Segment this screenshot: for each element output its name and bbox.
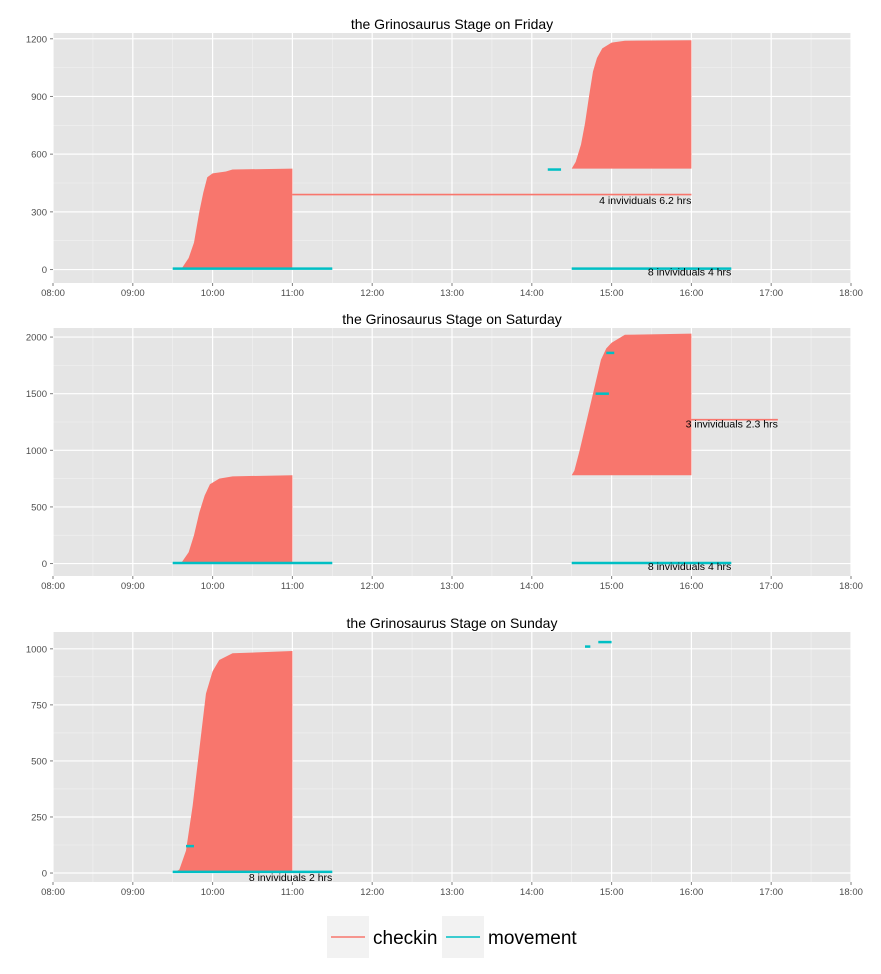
panel-0: the Grinosaurus Stage on Friday 08:00 09:0…: [26, 16, 863, 299]
x-tick-label: 15:00: [600, 288, 624, 299]
x-tick-label: 10:00: [201, 887, 225, 898]
annotation-label: 3 invividuals 2.3 hrs: [686, 419, 778, 431]
x-tick-label: 18:00: [839, 581, 863, 592]
x-tick-label: 12:00: [360, 288, 384, 299]
x-tick-label: 10:00: [201, 288, 225, 299]
y-tick-label: 2000: [26, 333, 47, 344]
panel-2: the Grinosaurus Stage on Sunday 08:00 09:0…: [26, 615, 863, 898]
y-tick-label: 0: [42, 559, 47, 570]
x-tick-label: 17:00: [759, 887, 783, 898]
checkin-area: [172, 168, 293, 270]
checkin-area: [172, 651, 293, 874]
annotation-label: 8 invividuals 4 hrs: [648, 561, 731, 573]
y-tick-label: 250: [31, 812, 47, 823]
y-tick-label: 0: [42, 869, 47, 880]
x-tick-label: 11:00: [281, 887, 304, 898]
x-tick-label: 17:00: [759, 581, 783, 592]
x-tick-label: 15:00: [600, 887, 624, 898]
x-tick-label: 18:00: [839, 288, 863, 299]
checkin-area: [172, 475, 293, 564]
annotation-label: 4 invividuals 6.2 hrs: [599, 195, 691, 207]
x-tick-label: 13:00: [440, 288, 464, 299]
legend-label-movement: movement: [488, 928, 577, 949]
x-tick-label: 10:00: [201, 581, 225, 592]
x-tick-label: 08:00: [41, 288, 65, 299]
x-tick-label: 11:00: [281, 581, 304, 592]
y-tick-label: 1200: [26, 34, 47, 45]
x-tick-label: 18:00: [839, 887, 863, 898]
annotation-label: 8 invividuals 2 hrs: [249, 872, 332, 884]
y-tick-label: 1000: [26, 644, 47, 655]
x-tick-label: 14:00: [520, 887, 544, 898]
x-tick-label: 09:00: [121, 288, 145, 299]
x-tick-label: 14:00: [520, 288, 544, 299]
chart-title: the Grinosaurus Stage on Saturday: [342, 311, 561, 327]
y-tick-label: 750: [31, 700, 47, 711]
y-tick-label: 500: [31, 756, 47, 767]
x-tick-label: 16:00: [680, 887, 704, 898]
x-tick-label: 09:00: [121, 887, 145, 898]
chart-title: the Grinosaurus Stage on Friday: [351, 16, 553, 32]
x-tick-label: 12:00: [360, 581, 384, 592]
x-tick-label: 11:00: [281, 288, 304, 299]
chart-title: the Grinosaurus Stage on Sunday: [347, 615, 558, 631]
x-tick-label: 16:00: [680, 288, 704, 299]
x-tick-label: 09:00: [121, 581, 145, 592]
checkin-area: [571, 40, 692, 169]
y-tick-label: 1500: [26, 389, 47, 400]
y-tick-label: 600: [31, 150, 47, 161]
x-tick-label: 16:00: [680, 581, 704, 592]
y-tick-label: 300: [31, 207, 47, 218]
x-tick-label: 17:00: [759, 288, 783, 299]
x-tick-label: 15:00: [600, 581, 624, 592]
x-tick-label: 12:00: [360, 887, 384, 898]
x-tick-label: 13:00: [440, 581, 464, 592]
x-tick-label: 08:00: [41, 887, 65, 898]
y-tick-label: 0: [42, 265, 47, 276]
legend: checkin movement: [327, 916, 577, 958]
annotation-label: 8 invividuals 4 hrs: [648, 266, 731, 278]
x-tick-label: 13:00: [440, 887, 464, 898]
x-tick-label: 08:00: [41, 581, 65, 592]
panel-1: the Grinosaurus Stage on Saturday 08:00 09…: [26, 311, 863, 592]
x-tick-label: 14:00: [520, 581, 544, 592]
checkin-area: [571, 333, 692, 476]
y-tick-label: 500: [31, 502, 47, 513]
y-tick-label: 900: [31, 92, 47, 103]
y-tick-label: 1000: [26, 446, 47, 457]
legend-label-checkin: checkin: [373, 928, 437, 949]
